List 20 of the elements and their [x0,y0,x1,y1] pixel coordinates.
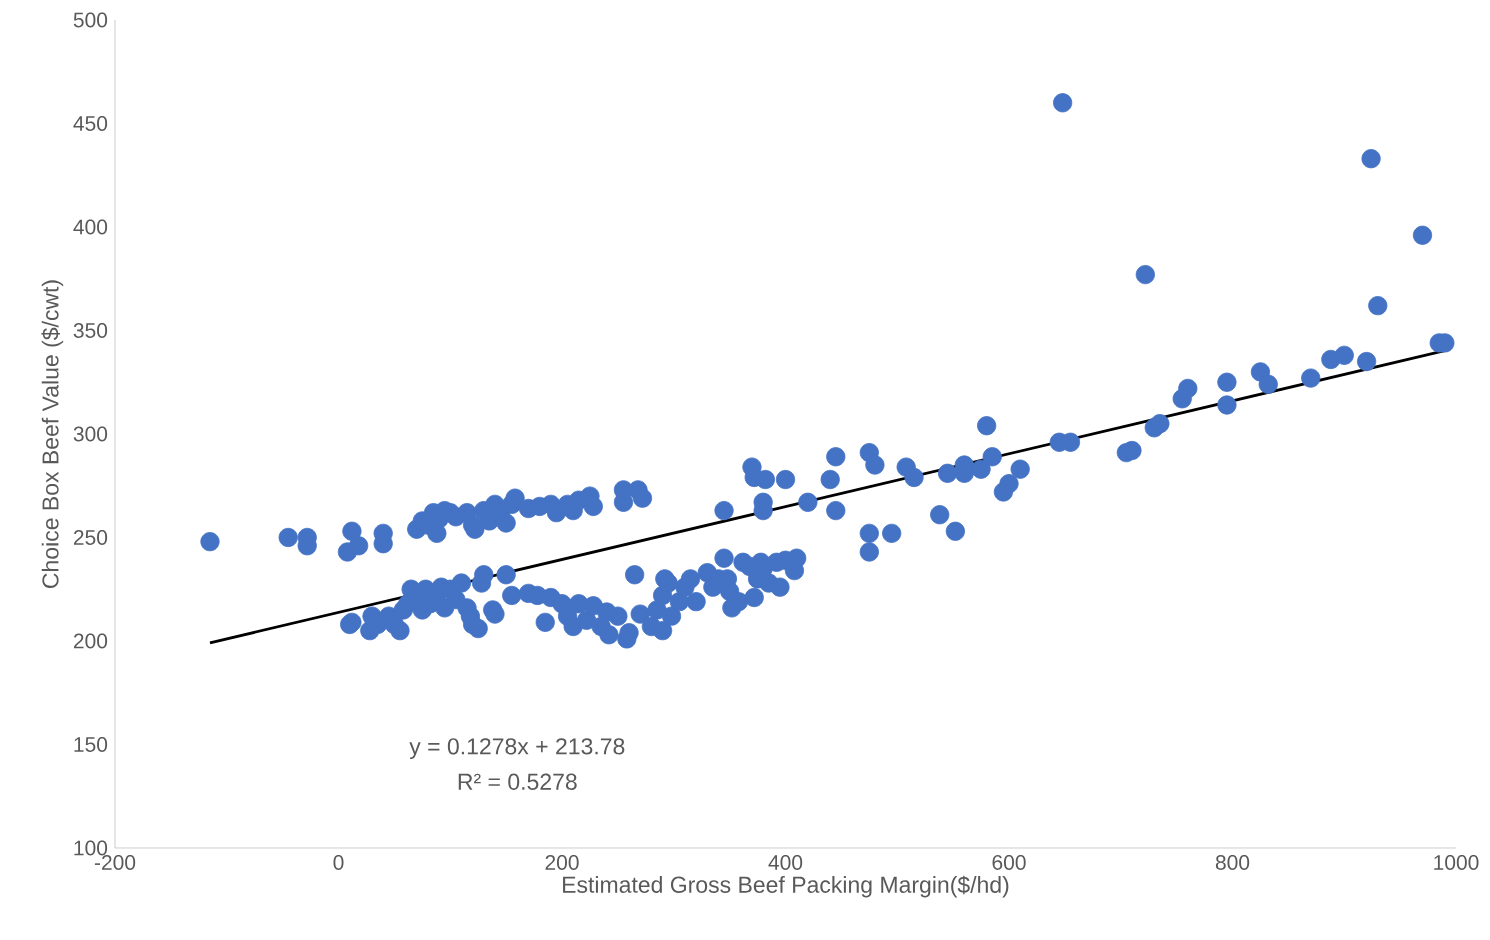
x-tick-label: 200 [545,855,579,870]
x-tick-label: 600 [992,855,1026,870]
x-tick-label: -200 [94,855,136,870]
y-axis-title: Choice Box Beef Value ($/cwt) [41,280,64,588]
y-tick-label: 350 [73,323,108,338]
x-axis-title: Estimated Gross Beef Packing Margin($/hd) [563,875,1009,898]
y-tick-label: 150 [74,737,108,752]
y-tick-label: 400 [73,219,108,235]
y-tick-label: 450 [73,116,108,131]
y-tick-label: 300 [73,426,108,442]
y-tick-label: 100 [74,840,108,856]
x-tick-label: 1000 [1434,855,1479,870]
y-tick-label: 200 [73,633,108,649]
x-tick-label: 800 [1215,855,1250,870]
x-tick-label: 400 [768,855,803,870]
x-tick-label: 0 [333,855,344,870]
y-tick-label: 250 [73,530,108,545]
annotation: R² = 0.5278 [458,773,577,790]
annotation: y = 0.1278x + 213.78 [409,738,625,760]
y-tick-label: 500 [73,12,108,28]
